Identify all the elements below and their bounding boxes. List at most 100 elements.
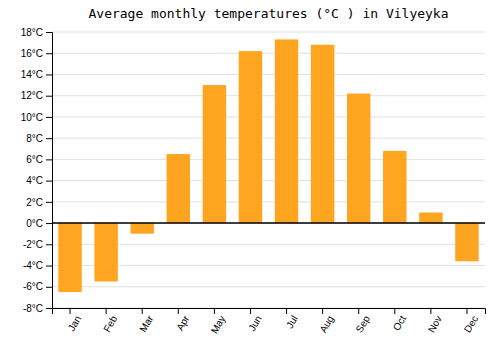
y-tick-label: 8°C (26, 133, 43, 144)
bar (347, 94, 370, 224)
x-tick-label: Nov (426, 314, 444, 335)
y-tick-label: -6°C (23, 281, 43, 292)
x-tick-label: Dec (462, 314, 480, 335)
y-tick-label: 4°C (26, 175, 43, 186)
bar (311, 45, 334, 223)
x-tick: Apr (174, 308, 192, 333)
y-tick-label: 12°C (21, 90, 43, 101)
x-tick-label: Apr (174, 313, 192, 333)
plot: -8°C -6°C -4°C -2°C 0°C 2°C 4°C 6°C 8°C 10°C 12°C 1… (21, 27, 486, 336)
y-tick-label: 10°C (21, 112, 43, 123)
y-tick-label: -8°C (23, 303, 43, 314)
bar (455, 223, 478, 261)
x-tick: Jan (66, 308, 84, 333)
bar (239, 51, 262, 223)
bars (58, 39, 478, 292)
x-tick-mark (106, 308, 107, 314)
x-tick-label: Aug (317, 314, 335, 335)
y-tick: 4°C (26, 175, 52, 186)
y-tick: 18°C (21, 27, 52, 38)
x-tick: Sep (354, 308, 373, 335)
x-tick-mark (214, 308, 215, 314)
chart: -8°C -6°C -4°C -2°C 0°C 2°C 4°C 6°C 8°C 10°C 12°C 1… (0, 0, 500, 350)
x-tick: Oct (391, 308, 408, 333)
x-tick-mark (466, 308, 467, 314)
y-tick-label: 14°C (21, 69, 43, 80)
x-tick-mark (70, 308, 71, 314)
y-tick-label: 0°C (26, 218, 43, 229)
bar (383, 151, 406, 223)
y-axis: -8°C -6°C -4°C -2°C 0°C 2°C 4°C 6°C 8°C 10°C 12°C 1… (21, 27, 53, 314)
grid-line (52, 201, 485, 202)
y-tick-mark (46, 287, 52, 288)
grid-line (52, 95, 485, 96)
x-tick: Jul (284, 308, 300, 330)
bar (58, 223, 81, 292)
grid-line (52, 32, 485, 33)
grid-line (52, 223, 485, 224)
x-tick: Nov (426, 308, 444, 335)
y-tick: 6°C (26, 154, 52, 165)
grid-line (52, 116, 485, 117)
y-tick: 0°C (26, 218, 52, 229)
x-tick-mark (430, 308, 431, 314)
x-axis: Jan Feb Mar Apr May Jun Jul Aug Sep Oct Nov Dec (53, 308, 486, 335)
zero-line (52, 222, 485, 224)
y-tick-mark (46, 32, 52, 33)
x-tick: Jun (246, 308, 264, 333)
bar (167, 154, 190, 223)
y-tick-label: 16°C (21, 48, 43, 59)
x-tick: Feb (101, 308, 119, 334)
y-axis-line (46, 33, 53, 309)
x-tick-mark (322, 308, 323, 314)
y-tick-label: 6°C (26, 154, 43, 165)
grid-line (52, 180, 485, 181)
y-tick-label: 18°C (21, 27, 43, 38)
x-tick-mark (358, 308, 359, 314)
x-tick-label: Oct (391, 313, 408, 332)
y-tick: -8°C (23, 303, 52, 314)
y-tick-mark (46, 138, 52, 139)
x-tick-mark (142, 308, 143, 314)
grid-line (52, 53, 485, 54)
y-tick: 12°C (21, 90, 52, 101)
y-tick: -2°C (23, 239, 52, 250)
y-tick: 14°C (21, 69, 52, 80)
x-tick: Mar (137, 308, 155, 334)
y-tick: 2°C (26, 197, 52, 208)
y-tick-mark (46, 308, 52, 309)
x-tick-label: Sep (354, 313, 373, 334)
x-tick: Aug (317, 308, 335, 335)
bar (419, 212, 442, 223)
grid-line (52, 74, 485, 75)
y-tick: -6°C (23, 281, 52, 292)
grid-line (52, 286, 485, 287)
y-tick-label: -4°C (23, 260, 43, 271)
x-tick-mark (178, 308, 179, 314)
y-tick: 8°C (26, 133, 52, 144)
x-tick-label: Mar (137, 313, 155, 334)
x-tick-label: Feb (101, 313, 119, 334)
y-tick-mark (46, 181, 52, 182)
bar (203, 85, 226, 223)
grid-line (52, 159, 485, 160)
x-axis-line (53, 309, 486, 315)
x-tick-mark (286, 308, 287, 314)
bar (275, 39, 298, 223)
x-tick-label: May (209, 314, 228, 336)
x-tick-label: Jan (66, 314, 84, 333)
grid-line (52, 138, 485, 139)
y-tick-mark (46, 53, 52, 54)
y-tick-mark (46, 74, 52, 75)
y-tick-mark (46, 202, 52, 203)
title: Average monthly temperatures (°C ) in Vi… (88, 6, 448, 21)
y-tick-mark (46, 266, 52, 267)
y-tick-label: -2°C (23, 239, 43, 250)
grid (52, 32, 485, 308)
bar (130, 223, 153, 234)
y-tick: 10°C (21, 112, 52, 123)
y-tick-mark (46, 117, 52, 118)
x-tick-label: Jul (284, 314, 300, 331)
y-tick-mark (46, 244, 52, 245)
y-tick-mark (46, 159, 52, 160)
